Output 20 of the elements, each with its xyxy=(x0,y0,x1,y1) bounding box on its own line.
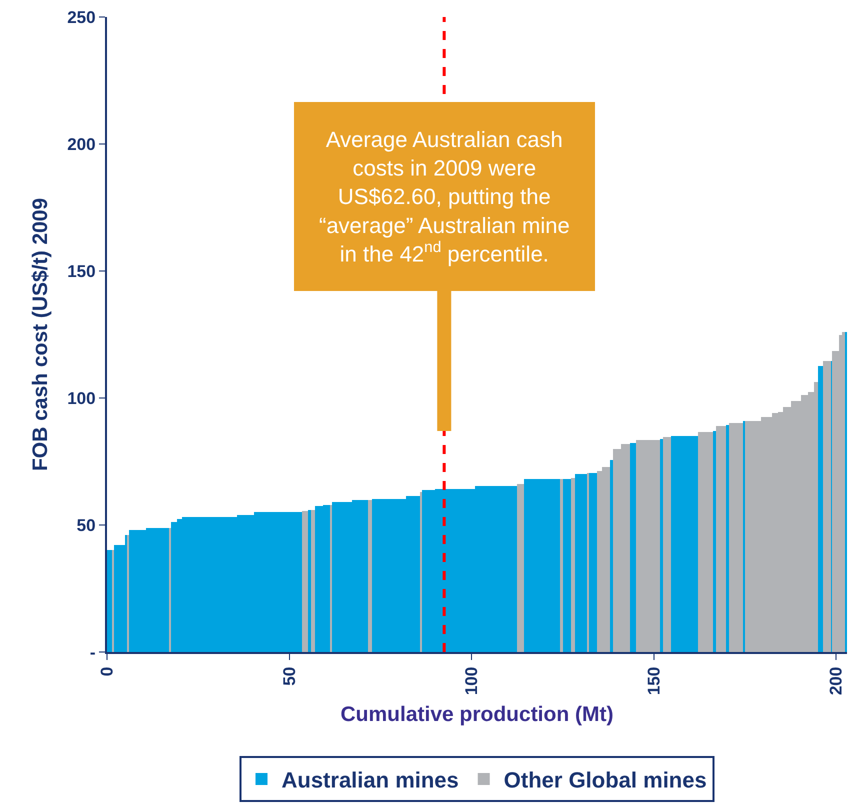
x-tick-label: 50 xyxy=(280,666,299,686)
y-tick-label: 200 xyxy=(67,134,96,154)
bar xyxy=(517,484,524,652)
x-tick-label: 200 xyxy=(826,666,846,696)
x-tick-label: 100 xyxy=(462,666,482,696)
y-tick-label: 150 xyxy=(67,262,96,281)
x-tick-label: 150 xyxy=(644,666,664,696)
x-axis-title: Cumulative production (Mt) xyxy=(340,702,614,726)
bar xyxy=(563,479,571,652)
y-tick-label: 250 xyxy=(67,8,96,27)
legend-label: Other Global mines xyxy=(504,768,707,793)
y-tick-label: 50 xyxy=(76,516,96,535)
legend-label: Australian mines xyxy=(282,768,459,793)
bar xyxy=(589,473,597,652)
bar xyxy=(302,511,308,652)
y-tick-label: - xyxy=(90,642,96,662)
x-tick-label: 0 xyxy=(98,666,117,676)
y-axis-title: FOB cash cost (US$/t) 2009 xyxy=(28,198,52,472)
annotation: Average Australian cash costs in 2009 were US$62.60, putting the “average” Australian mine in the 42$^{nd}$ percentile. xyxy=(319,127,570,266)
y-tick-label: 100 xyxy=(67,388,96,408)
